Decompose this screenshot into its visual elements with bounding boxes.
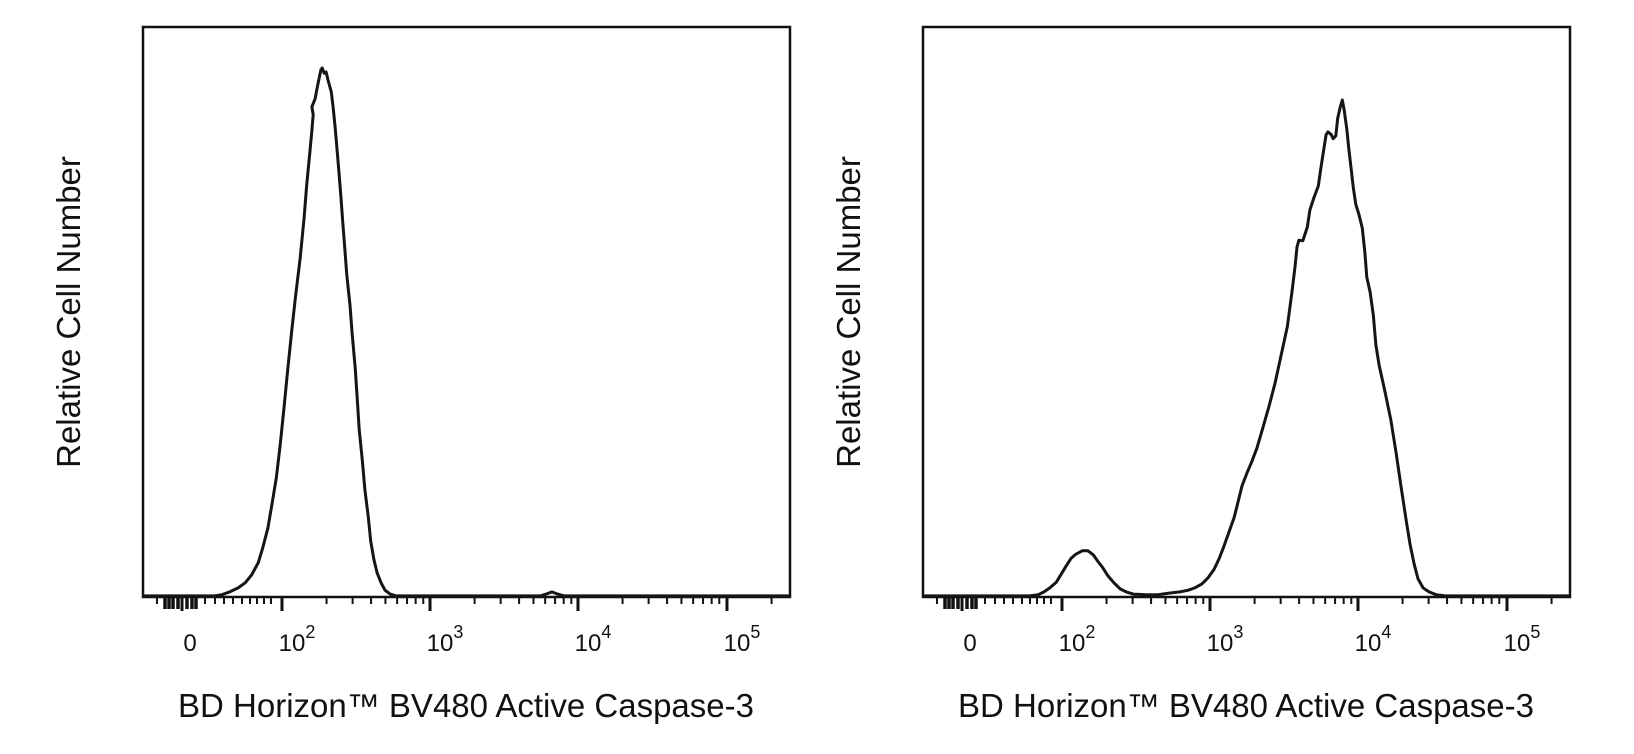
x-axis-tick-label: 105 [1504,622,1541,657]
x-axis-tick-label: 103 [1207,622,1244,657]
x-axis-tick-label: 105 [724,622,761,657]
x-axis-tick-label: 104 [575,622,612,657]
x-axis-tick-label: 103 [427,622,464,657]
x-axis-tick-label: 104 [1355,622,1392,657]
x-axis-tick-label: 0 [183,630,196,657]
x-axis-ticks-left [155,597,773,611]
x-axis-tick-labels-right: 0 102 103 104 105 [963,622,1540,657]
histogram-curve-right [923,98,1570,598]
plot-area-left [141,25,792,599]
x-axis-ticks-right [935,597,1553,611]
panel-right: 0 102 103 104 105 Relative Cell Number BD Ho… [830,25,1572,724]
x-axis-tick-labels-left: 0 102 103 104 105 [183,622,760,657]
x-axis-tick-label: 102 [1059,622,1096,657]
panel-left: 0 102 103 104 105 Relative Cell Number BD Ho… [50,25,792,724]
x-axis-tick-label: 0 [963,630,976,657]
plot-area-right [921,25,1572,599]
y-axis-label-right: Relative Cell Number [830,156,867,468]
y-axis-label-left: Relative Cell Number [50,156,87,468]
x-axis-tick-label: 102 [279,622,316,657]
histogram-curve-left [143,66,790,598]
x-axis-title-left: BD Horizon™ BV480 Active Caspase-3 [178,687,754,724]
x-axis-title-right: BD Horizon™ BV480 Active Caspase-3 [958,687,1534,724]
